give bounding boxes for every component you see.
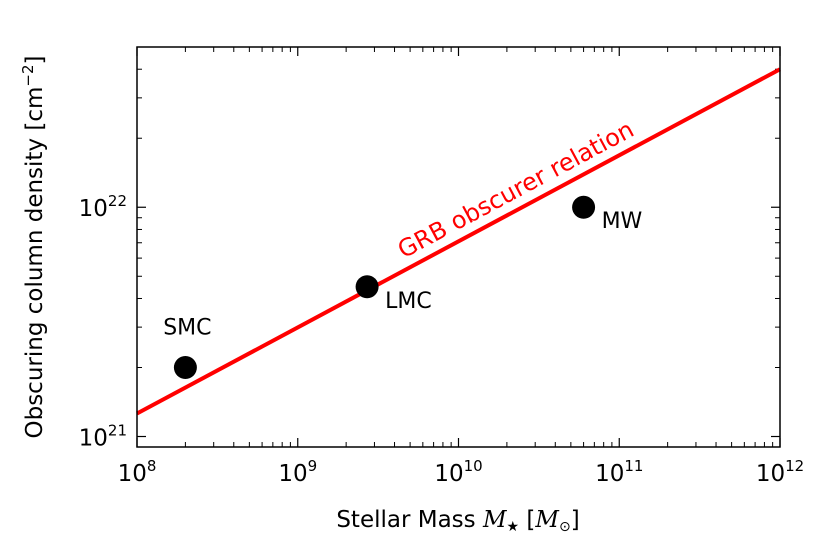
point-label-mw: MW <box>602 209 643 234</box>
x-tick-label: 1010 <box>434 457 482 487</box>
x-tick-label: 1011 <box>595 457 643 487</box>
x-tick-label: 1012 <box>756 457 804 487</box>
y-axis-label: Obscuring column density [cm−2] <box>19 56 48 439</box>
x-axis-label: Stellar Mass M★ [M⊙] <box>336 507 579 535</box>
y-tick-label: 1022 <box>79 192 127 222</box>
point-lmc <box>355 275 379 299</box>
minor-ticks <box>137 47 780 447</box>
plot-frame <box>136 46 781 448</box>
y-tick-label: 1021 <box>79 422 127 452</box>
y-tick-labels: 1021 1022 <box>79 192 127 451</box>
grb-relation-line <box>136 67 781 416</box>
x-tick-labels: 108 109 1010 1011 1012 <box>118 457 805 487</box>
point-smc <box>173 355 197 379</box>
plot-background <box>137 47 780 447</box>
x-tick-label: 109 <box>278 457 317 487</box>
x-tick-label: 108 <box>118 457 157 487</box>
point-mw <box>572 195 596 219</box>
point-label-smc: SMC <box>163 315 211 340</box>
point-label-lmc: LMC <box>385 289 432 314</box>
